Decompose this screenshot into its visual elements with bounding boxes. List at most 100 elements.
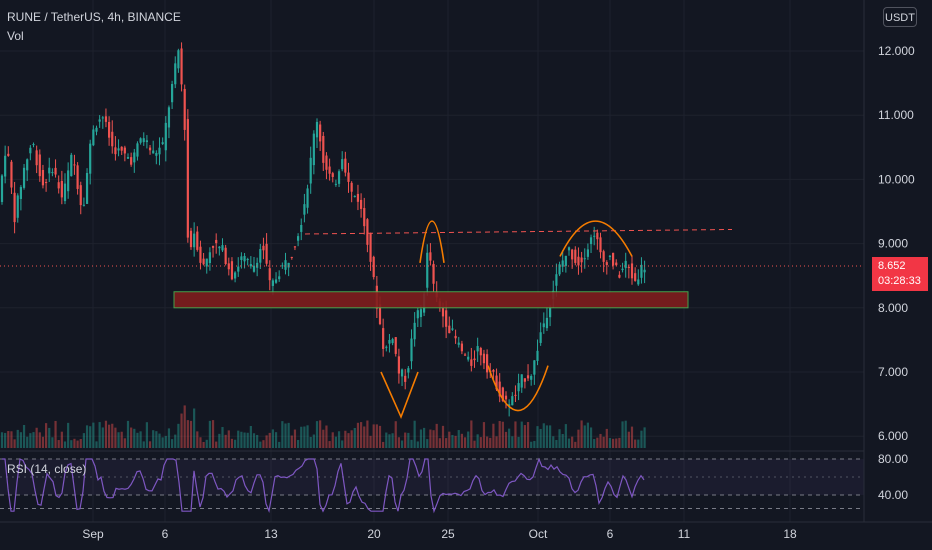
candle-body xyxy=(344,158,347,173)
candle-body xyxy=(495,375,498,390)
rsi-tick: 40.00 xyxy=(878,488,908,502)
volume-bar xyxy=(328,441,331,448)
volume-bar xyxy=(341,440,344,448)
volume-bar xyxy=(640,430,643,448)
volume-bar xyxy=(618,437,621,448)
candle-body xyxy=(290,256,293,258)
volume-bar xyxy=(120,431,123,448)
volume-bar xyxy=(337,431,341,448)
volume-bar xyxy=(234,439,237,448)
volume-bar xyxy=(385,432,388,448)
candle-body xyxy=(246,259,249,261)
support-zone-rect xyxy=(173,291,689,309)
pattern-u-bottom xyxy=(487,365,549,412)
volume-bar xyxy=(155,431,158,448)
price-tick: 12.000 xyxy=(878,44,915,58)
candle-body xyxy=(612,252,615,266)
volume-bar xyxy=(101,427,104,448)
candle-body xyxy=(479,347,482,356)
candle-body xyxy=(22,167,26,188)
volume-bar xyxy=(92,422,95,448)
price-tick: 7.000 xyxy=(878,365,908,379)
candle-body xyxy=(70,154,73,177)
symbol-title: RUNE / TetherUS, 4h, BINANCE xyxy=(7,10,181,24)
volume-bar xyxy=(552,436,555,448)
volume-bar xyxy=(205,439,208,448)
candle-body xyxy=(130,157,133,165)
volume-bar xyxy=(356,422,360,448)
volume-bar xyxy=(486,436,489,448)
candle-body xyxy=(382,328,385,349)
candle-body xyxy=(533,360,536,375)
volume-bar xyxy=(41,436,45,448)
candle-body xyxy=(19,187,22,199)
candle-body xyxy=(111,131,114,147)
rsi-line xyxy=(2,457,645,514)
volume-bar xyxy=(54,420,57,448)
candle-body xyxy=(259,249,262,263)
candle-body xyxy=(189,230,193,248)
volume-bar xyxy=(571,436,574,448)
candle-body xyxy=(309,157,312,184)
candle-body xyxy=(300,225,303,232)
volume-bar xyxy=(583,425,586,448)
candle-body xyxy=(202,258,205,265)
candle-body xyxy=(161,142,164,145)
candle-body xyxy=(391,339,394,344)
candle-body xyxy=(334,183,337,185)
candle-body xyxy=(48,167,51,174)
candle-body xyxy=(394,337,397,354)
candle-body xyxy=(164,122,167,151)
candle-body xyxy=(514,394,517,396)
volume-bar xyxy=(246,432,249,448)
volume-bar xyxy=(148,441,152,448)
candle-body xyxy=(193,233,196,248)
candle-body xyxy=(593,235,596,237)
volume-bar xyxy=(574,441,577,448)
candle-body xyxy=(136,143,139,157)
volume-bar xyxy=(76,440,79,448)
candle-body xyxy=(101,117,104,119)
volume-bar xyxy=(51,437,54,448)
volume-bar xyxy=(400,440,404,448)
volume-bar xyxy=(126,420,130,448)
volume-bar xyxy=(435,423,438,448)
volume-bar xyxy=(460,433,463,448)
candle-body xyxy=(29,147,32,154)
candle-body xyxy=(41,170,45,186)
volume-bar xyxy=(426,439,429,448)
candle-body xyxy=(589,237,593,245)
volume-bar xyxy=(10,431,13,448)
candle-body xyxy=(621,268,624,271)
currency-button[interactable]: USDT xyxy=(883,7,917,27)
candle-body xyxy=(171,83,174,103)
candle-body xyxy=(397,356,400,374)
candle-body xyxy=(567,247,571,251)
candle-body xyxy=(92,129,95,146)
volume-bar xyxy=(29,433,32,448)
volume-bar xyxy=(13,439,16,448)
candle-body xyxy=(530,375,533,380)
candle-body xyxy=(486,354,489,373)
candle-body xyxy=(463,354,467,356)
candle-body xyxy=(218,246,221,249)
volume-bar xyxy=(7,431,10,448)
candle-body xyxy=(211,245,215,248)
volume-bar xyxy=(482,422,486,448)
candle-body xyxy=(347,172,350,182)
candle-body xyxy=(416,310,419,319)
candle-body xyxy=(448,325,451,334)
bar-countdown: 03:28:33 xyxy=(878,275,921,287)
volume-bar xyxy=(180,413,183,448)
volume-bar xyxy=(293,429,297,448)
volume-bar xyxy=(394,421,397,448)
candle-body xyxy=(360,199,363,209)
candle-body xyxy=(13,192,16,223)
candle-body xyxy=(63,183,67,202)
candle-body xyxy=(312,133,315,166)
candle-body xyxy=(549,306,552,318)
candle-body xyxy=(183,88,186,130)
candle-body xyxy=(599,237,602,253)
candle-body xyxy=(445,310,448,327)
